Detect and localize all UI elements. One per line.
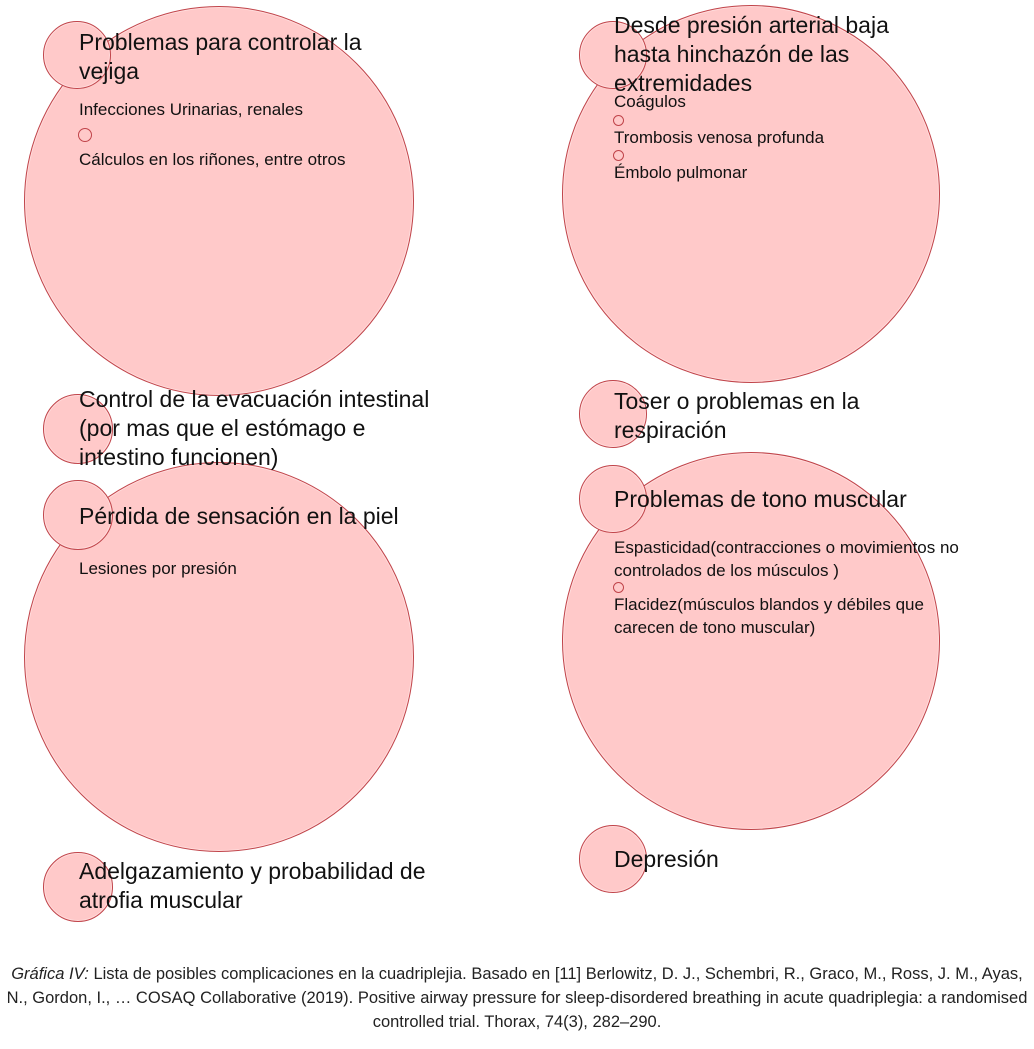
bladder-title: Problemas para controlar la vejiga [79, 29, 362, 84]
bladder-bullet-dot [78, 128, 92, 142]
blood-pressure-item-2: Trombosis venosa profunda [614, 128, 825, 147]
muscle-tone-node-circle [579, 465, 647, 533]
bowel-title: Control de la evacuación intestinal (por… [79, 386, 430, 470]
figure-caption: Gráfica IV: Lista de posibles complicaci… [0, 962, 1034, 1034]
depression-title: Depresión [614, 846, 719, 872]
skin-title: Pérdida de sensación en la piel [79, 503, 399, 529]
caption-text: Lista de posibles complicaciones en la c… [6, 965, 1028, 1031]
depression-node-circle [579, 825, 647, 893]
bladder-item-1: Infecciones Urinarias, renales [79, 100, 303, 119]
bowel-node-circle [43, 394, 113, 464]
blood-pressure-item-3: Émbolo pulmonar [614, 163, 748, 182]
bladder-node-circle [43, 21, 111, 89]
breathing-title: Toser o problemas en la respiración [614, 388, 860, 443]
muscle-tone-item-2: Flacidez(músculos blandos y débiles que … [614, 595, 924, 637]
skin-node-circle [43, 480, 113, 550]
breathing-node-circle [579, 380, 647, 448]
caption-label: Gráfica IV: [11, 965, 89, 983]
blood-pressure-node-circle [579, 21, 647, 89]
muscle-tone-title: Problemas de tono muscular [614, 486, 907, 512]
blood-pressure-bullet-dot-1 [613, 115, 624, 126]
blood-pressure-bullet-dot-2 [613, 150, 624, 161]
muscle-tone-bullet-dot [613, 582, 624, 593]
bladder-item-2: Cálculos en los riñones, entre otros [79, 150, 346, 169]
muscle-tone-item-1: Espasticidad(contracciones o movimientos… [614, 538, 959, 580]
blood-pressure-item-1: Coágulos [614, 92, 686, 111]
blood-pressure-title: Desde presión arterial baja hasta hincha… [614, 12, 889, 96]
atrophy-title: Adelgazamiento y probabilidad de atrofia… [79, 858, 426, 913]
atrophy-node-circle [43, 852, 113, 922]
skin-item-1: Lesiones por presión [79, 559, 237, 578]
